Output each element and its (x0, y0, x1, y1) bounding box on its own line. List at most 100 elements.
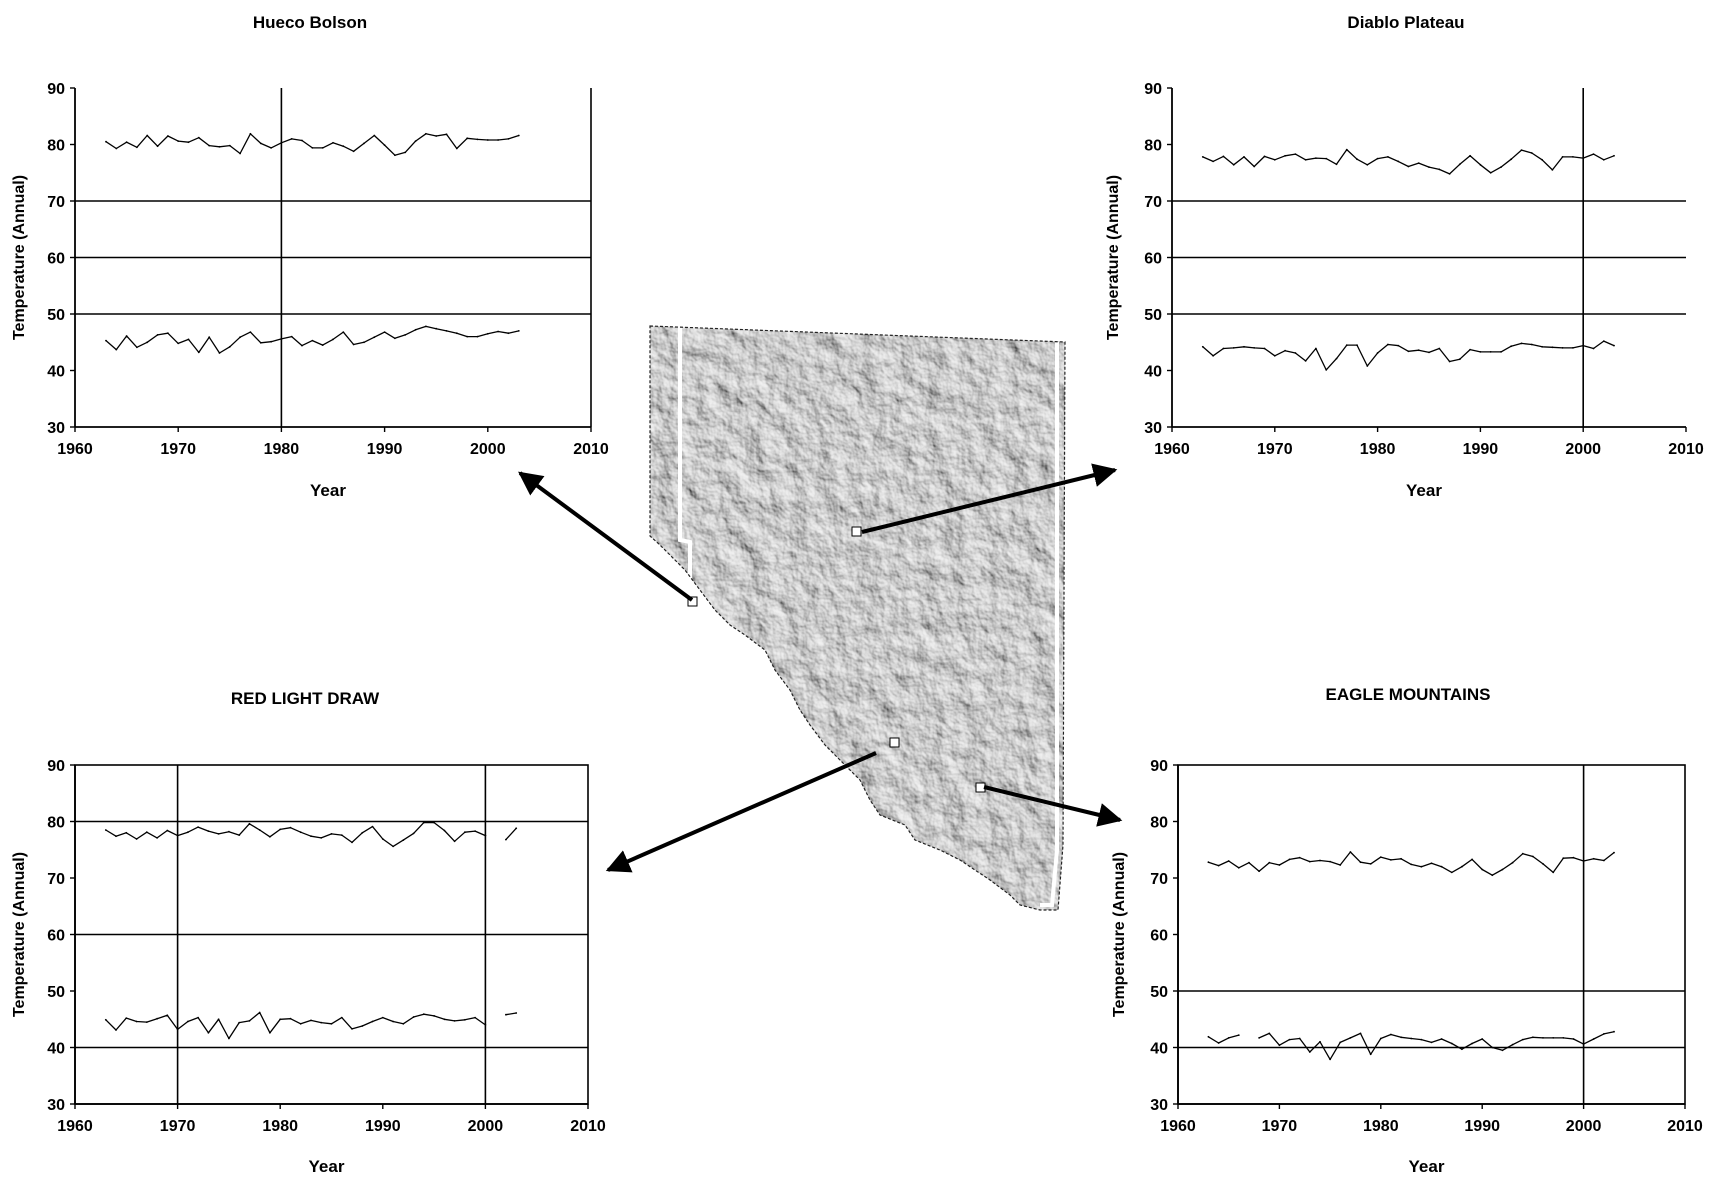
data-point (425, 325, 427, 328)
data-point (177, 342, 180, 345)
data-point (197, 826, 200, 828)
data-point (115, 348, 118, 351)
data-point (1551, 169, 1554, 171)
y-tick-label: 50 (1150, 984, 1168, 1001)
y-tick-label: 90 (47, 758, 65, 775)
x-tick-label: 2010 (570, 1118, 606, 1135)
data-point (1387, 156, 1389, 158)
data-point (464, 831, 466, 834)
data-point (1448, 360, 1451, 363)
data-point (1268, 861, 1271, 864)
data-point (1428, 351, 1430, 354)
y-tick-label: 90 (1150, 758, 1168, 775)
data-point (371, 825, 374, 828)
data-point (1440, 1038, 1443, 1040)
data-point (351, 1028, 353, 1030)
data-point (363, 142, 365, 145)
data-point (517, 134, 520, 137)
data-point (332, 141, 334, 144)
data-point (197, 136, 200, 139)
data-point (1369, 863, 1372, 865)
data-point (321, 147, 324, 149)
data-point (125, 831, 128, 834)
data-point (1273, 354, 1276, 357)
y-tick-label: 80 (47, 815, 65, 832)
chart-title: Diablo Plateau (1347, 13, 1464, 32)
data-point (1376, 352, 1379, 354)
station-marker-red-light-draw (889, 737, 900, 748)
data-point (1542, 863, 1544, 865)
data-point (187, 831, 189, 834)
data-point (433, 1015, 435, 1017)
data-point (269, 835, 271, 838)
data-point (1461, 865, 1463, 868)
data-point (381, 838, 384, 840)
data-point (484, 1024, 487, 1026)
x-axis-label: Year (1409, 1157, 1445, 1176)
data-point (279, 828, 282, 831)
data-point (1613, 851, 1615, 854)
data-point (1410, 863, 1413, 866)
data-point (218, 145, 221, 148)
data-point (1572, 856, 1575, 859)
data-point (1438, 347, 1441, 350)
data-point (1520, 342, 1523, 345)
data-point (1458, 358, 1461, 361)
data-point (1237, 1034, 1240, 1036)
data-point (1542, 1037, 1544, 1039)
data-point (363, 341, 365, 344)
data-point (402, 1022, 405, 1025)
data-point (1243, 345, 1245, 348)
data-point (1288, 858, 1291, 861)
data-point (1572, 156, 1574, 158)
data-point (1471, 858, 1473, 861)
data-point (280, 141, 283, 144)
data-point (1284, 349, 1286, 352)
data-point (1335, 163, 1338, 166)
data-point (1339, 1041, 1342, 1044)
data-point (299, 831, 302, 834)
data-point (1511, 1043, 1514, 1046)
data-point (1562, 857, 1565, 860)
data-point (1532, 1036, 1534, 1039)
data-point (340, 834, 343, 836)
arrow-to-diablo-plateau (861, 463, 1118, 534)
data-point (105, 140, 107, 143)
data-point (371, 1020, 374, 1023)
data-point (289, 826, 292, 829)
data-point (1532, 855, 1534, 858)
data-point (1329, 860, 1331, 863)
data-point (176, 1028, 179, 1031)
data-point (320, 1021, 323, 1024)
data-point (1603, 1033, 1605, 1035)
data-point (270, 340, 272, 343)
data-point (1397, 160, 1400, 163)
data-point (1315, 347, 1317, 350)
data-point (1349, 1037, 1352, 1039)
data-point (1268, 1032, 1271, 1035)
chart-diablo-plateau: Diablo Plateau 90 80 70 60 50 40 30 1960 1970 1980… (1105, 13, 1704, 500)
data-point (1530, 343, 1533, 346)
data-point (321, 344, 324, 346)
data-point (249, 132, 252, 135)
series-line-lower (1208, 1031, 1615, 1061)
data-point (486, 139, 489, 141)
data-point (1582, 1043, 1585, 1045)
data-point (445, 330, 448, 332)
data-point (1469, 348, 1471, 351)
y-tick-label: 30 (47, 420, 65, 437)
y-tick-label: 70 (47, 194, 65, 211)
y-axis-label: Temperature (Annual) (1105, 175, 1122, 340)
data-point (217, 833, 220, 835)
data-point (1278, 1044, 1281, 1047)
data-point (207, 1031, 210, 1034)
x-tick-label: 1960 (1160, 1118, 1196, 1135)
data-point (1298, 856, 1301, 859)
data-point (1237, 866, 1240, 869)
y-tick-label: 70 (47, 871, 65, 888)
data-point (330, 833, 333, 835)
data-point (1217, 1042, 1220, 1044)
data-point (1315, 157, 1317, 160)
data-point (258, 1011, 261, 1014)
